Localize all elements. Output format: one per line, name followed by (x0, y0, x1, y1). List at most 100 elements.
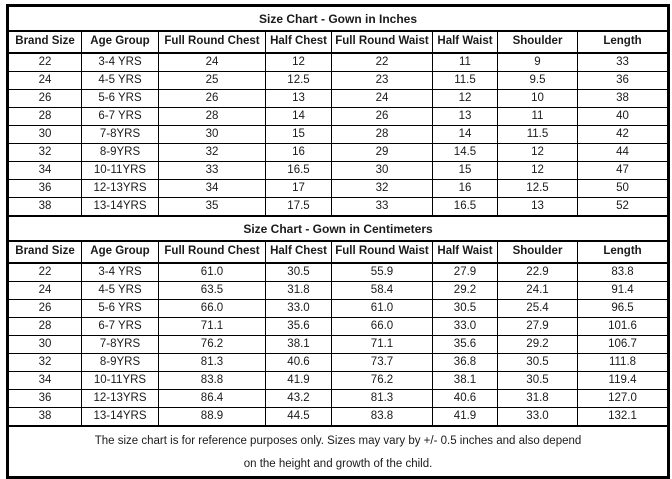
table-cell: 12 (497, 161, 578, 180)
size-chart-table: Size Chart - Gown in Inches Brand Size Age… (6, 4, 671, 479)
table-cell: 13 (265, 89, 332, 108)
table-cell: 32 (7, 353, 82, 372)
table-cell: 12-13YRS (81, 389, 159, 408)
table-cell: 3-4 YRS (81, 52, 159, 72)
table-row: 32 8-9YRS 81.3 40.6 73.7 36.8 30.5 111.8 (7, 353, 670, 372)
table-cell: 83.8 (331, 407, 433, 427)
column-header: Brand Size (7, 240, 82, 264)
table-cell: 13-14YRS (81, 197, 159, 217)
table-cell: 101.6 (576, 317, 670, 336)
table-cell: 13 (432, 107, 498, 126)
table-cell: 40 (576, 107, 670, 126)
table-cell: 12.5 (265, 71, 332, 90)
table-cell: 33.0 (497, 407, 578, 427)
column-header: Shoulder (497, 30, 578, 54)
table-cell: 24 (158, 52, 266, 72)
table-cell: 10 (497, 89, 578, 108)
table-cell: 16 (432, 179, 498, 198)
table-cell: 83.8 (576, 262, 670, 282)
column-header: Half Chest (265, 30, 332, 54)
table-cell: 35.6 (265, 317, 332, 336)
table-cell: 36 (576, 71, 670, 90)
table-cell: 66.0 (158, 299, 266, 318)
table-cell: 30.5 (497, 371, 578, 390)
table-cell: 33 (158, 161, 266, 180)
table-cell: 32 (331, 179, 433, 198)
table-cell: 17.5 (265, 197, 332, 217)
table-title-row: Size Chart - Gown in Inches (6, 5, 670, 32)
table-cell: 12 (265, 52, 332, 72)
table-header-row: Brand Size Age Group Full Round Chest Half … (7, 240, 670, 264)
table-cell: 14 (432, 125, 498, 144)
column-header: Length (576, 240, 670, 264)
table-row: 22 3-4 YRS 24 12 22 11 9 33 (7, 52, 670, 72)
table-cell: 26 (331, 107, 433, 126)
table-row: 26 5-6 YRS 66.0 33.0 61.0 30.5 25.4 96.5 (7, 299, 670, 318)
table-cell: 26 (158, 89, 266, 108)
table-cell: 6-7 YRS (81, 107, 159, 126)
table-cell: 29 (331, 143, 433, 162)
table-cell: 81.3 (331, 389, 433, 408)
table-cell: 22 (7, 52, 82, 72)
table-cell: 10-11YRS (81, 371, 159, 390)
table-row: 24 4-5 YRS 25 12.5 23 11.5 9.5 36 (7, 71, 670, 90)
table-row: 28 6-7 YRS 28 14 26 13 11 40 (7, 107, 670, 126)
footer-note-line2: on the height and growth of the child. (243, 457, 433, 470)
column-header: Half Waist (432, 30, 498, 54)
table-cell: 71.1 (158, 317, 266, 336)
table-cell: 27.9 (497, 317, 578, 336)
table-row: 36 12-13YRS 34 17 32 16 12.5 50 (7, 179, 670, 198)
table-cell: 33 (576, 52, 670, 72)
table-cell: 8-9YRS (81, 353, 159, 372)
table-cell: 7-8YRS (81, 125, 159, 144)
table-cell: 38 (7, 197, 82, 217)
table-cell: 14.5 (432, 143, 498, 162)
table-cell: 83.8 (158, 371, 266, 390)
column-header: Half Waist (432, 240, 498, 264)
table-cell: 52 (576, 197, 670, 217)
table-cell: 33.0 (432, 317, 498, 336)
table-cell: 16 (265, 143, 332, 162)
table-cell: 12-13YRS (81, 179, 159, 198)
table-cell: 29.2 (432, 281, 498, 300)
table-cell: 34 (7, 371, 82, 390)
table-cell: 73.7 (331, 353, 433, 372)
table-cell: 22.9 (497, 262, 578, 282)
table-cell: 28 (158, 107, 266, 126)
table-cell: 13 (497, 197, 578, 217)
table-cell: 9.5 (497, 71, 578, 90)
table-cell: 86.4 (158, 389, 266, 408)
table-cell: 38 (7, 407, 82, 427)
table-cell: 32 (7, 143, 82, 162)
table-cell: 36 (7, 389, 82, 408)
size-chart-sheet: Size Chart - Gown in Inches Brand Size Age… (6, 4, 671, 479)
table-cell: 88.9 (158, 407, 266, 427)
table-cell: 66.0 (331, 317, 433, 336)
table-cell: 16.5 (432, 197, 498, 217)
table-cell: 31.8 (265, 281, 332, 300)
table-cell: 33.0 (265, 299, 332, 318)
table-cell: 91.4 (576, 281, 670, 300)
table-row: 38 13-14YRS 88.9 44.5 83.8 41.9 33.0 132.1 (7, 407, 670, 427)
table-header-row: Brand Size Age Group Full Round Chest Half … (7, 30, 670, 54)
table-cell: 5-6 YRS (81, 299, 159, 318)
column-header: Length (576, 30, 670, 54)
table-cell: 55.9 (331, 262, 433, 282)
table-cell: 61.0 (331, 299, 433, 318)
table-cell: 24 (7, 281, 82, 300)
table-cell: 6-7 YRS (81, 317, 159, 336)
table-cell: 111.8 (576, 353, 670, 372)
table-cell: 17 (265, 179, 332, 198)
table-cell: 35 (158, 197, 266, 217)
table-cell: 30.5 (432, 299, 498, 318)
table-cell: 24.1 (497, 281, 578, 300)
table-cell: 38.1 (432, 371, 498, 390)
table-cell: 63.5 (158, 281, 266, 300)
table-cell: 26 (7, 299, 82, 318)
table-cell: 15 (265, 125, 332, 144)
table-cell: 132.1 (576, 407, 670, 427)
table-cell: 30.5 (265, 262, 332, 282)
table-cell: 36.8 (432, 353, 498, 372)
column-header: Full Round Chest (158, 240, 266, 264)
table-cell: 43.2 (265, 389, 332, 408)
